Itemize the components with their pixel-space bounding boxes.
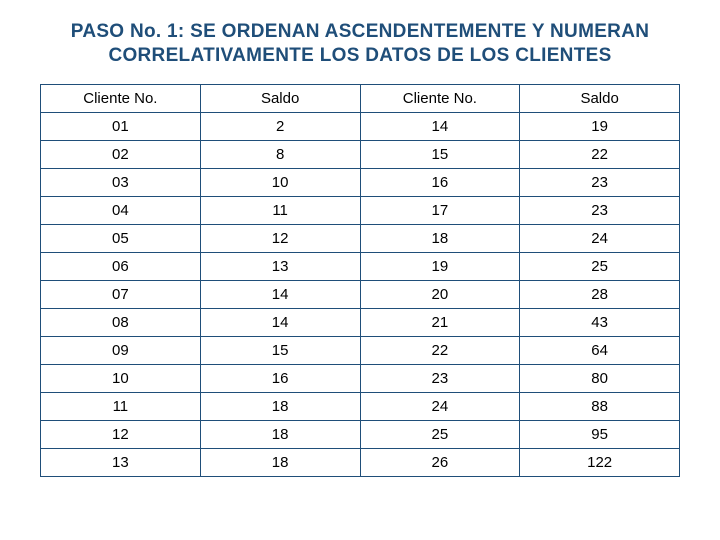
table-cell: 08 bbox=[41, 308, 201, 336]
table-row: 11182488 bbox=[41, 392, 680, 420]
table-cell: 15 bbox=[360, 140, 520, 168]
table-cell: 22 bbox=[360, 336, 520, 364]
table-cell: 95 bbox=[520, 420, 680, 448]
table-row: 07142028 bbox=[41, 280, 680, 308]
table-cell: 14 bbox=[360, 112, 520, 140]
table-row: 08142143 bbox=[41, 308, 680, 336]
table-cell: 15 bbox=[200, 336, 360, 364]
table-cell: 11 bbox=[200, 196, 360, 224]
table-cell: 23 bbox=[520, 168, 680, 196]
table-cell: 88 bbox=[520, 392, 680, 420]
table-row: 06131925 bbox=[41, 252, 680, 280]
table-cell: 64 bbox=[520, 336, 680, 364]
table-cell: 43 bbox=[520, 308, 680, 336]
table-cell: 19 bbox=[360, 252, 520, 280]
table-cell: 14 bbox=[200, 308, 360, 336]
table-cell: 19 bbox=[520, 112, 680, 140]
title-line-1: PASO No. 1: SE ORDENAN ASCENDENTEMENTE Y… bbox=[40, 20, 680, 44]
col-header: Saldo bbox=[200, 84, 360, 112]
table-row: 12182595 bbox=[41, 420, 680, 448]
table-row: 05121824 bbox=[41, 224, 680, 252]
table-cell: 24 bbox=[360, 392, 520, 420]
table-cell: 16 bbox=[360, 168, 520, 196]
table-cell: 13 bbox=[41, 448, 201, 476]
table-cell: 28 bbox=[520, 280, 680, 308]
table-cell: 18 bbox=[200, 448, 360, 476]
table-cell: 10 bbox=[41, 364, 201, 392]
title-line-2: CORRELATIVAMENTE LOS DATOS DE LOS CLIENT… bbox=[40, 44, 680, 68]
table-cell: 16 bbox=[200, 364, 360, 392]
table-cell: 05 bbox=[41, 224, 201, 252]
table-cell: 25 bbox=[520, 252, 680, 280]
page-title: PASO No. 1: SE ORDENAN ASCENDENTEMENTE Y… bbox=[40, 20, 680, 68]
table-row: 04111723 bbox=[41, 196, 680, 224]
table-cell: 80 bbox=[520, 364, 680, 392]
table-cell: 18 bbox=[360, 224, 520, 252]
col-header: Cliente No. bbox=[360, 84, 520, 112]
table-cell: 18 bbox=[200, 420, 360, 448]
table-cell: 13 bbox=[200, 252, 360, 280]
table-cell: 11 bbox=[41, 392, 201, 420]
table-cell: 18 bbox=[200, 392, 360, 420]
table-row: 0121419 bbox=[41, 112, 680, 140]
table-cell: 23 bbox=[360, 364, 520, 392]
table-row: 0281522 bbox=[41, 140, 680, 168]
col-header: Saldo bbox=[520, 84, 680, 112]
table-cell: 02 bbox=[41, 140, 201, 168]
table-cell: 22 bbox=[520, 140, 680, 168]
table-cell: 25 bbox=[360, 420, 520, 448]
table-header-row: Cliente No. Saldo Cliente No. Saldo bbox=[41, 84, 680, 112]
col-header: Cliente No. bbox=[41, 84, 201, 112]
table-cell: 14 bbox=[200, 280, 360, 308]
table-cell: 12 bbox=[200, 224, 360, 252]
table-cell: 122 bbox=[520, 448, 680, 476]
table-cell: 04 bbox=[41, 196, 201, 224]
table-row: 09152264 bbox=[41, 336, 680, 364]
data-table: Cliente No. Saldo Cliente No. Saldo 0121… bbox=[40, 84, 680, 477]
table-row: 131826122 bbox=[41, 448, 680, 476]
table-cell: 09 bbox=[41, 336, 201, 364]
table-cell: 2 bbox=[200, 112, 360, 140]
table-cell: 24 bbox=[520, 224, 680, 252]
table-cell: 23 bbox=[520, 196, 680, 224]
table-cell: 10 bbox=[200, 168, 360, 196]
table-cell: 20 bbox=[360, 280, 520, 308]
table-cell: 03 bbox=[41, 168, 201, 196]
table-cell: 06 bbox=[41, 252, 201, 280]
table-row: 03101623 bbox=[41, 168, 680, 196]
table-cell: 07 bbox=[41, 280, 201, 308]
table-body: 0121419028152203101623041117230512182406… bbox=[41, 112, 680, 476]
table-cell: 17 bbox=[360, 196, 520, 224]
table-cell: 01 bbox=[41, 112, 201, 140]
table-cell: 12 bbox=[41, 420, 201, 448]
table-cell: 26 bbox=[360, 448, 520, 476]
table-row: 10162380 bbox=[41, 364, 680, 392]
table-cell: 21 bbox=[360, 308, 520, 336]
table-cell: 8 bbox=[200, 140, 360, 168]
